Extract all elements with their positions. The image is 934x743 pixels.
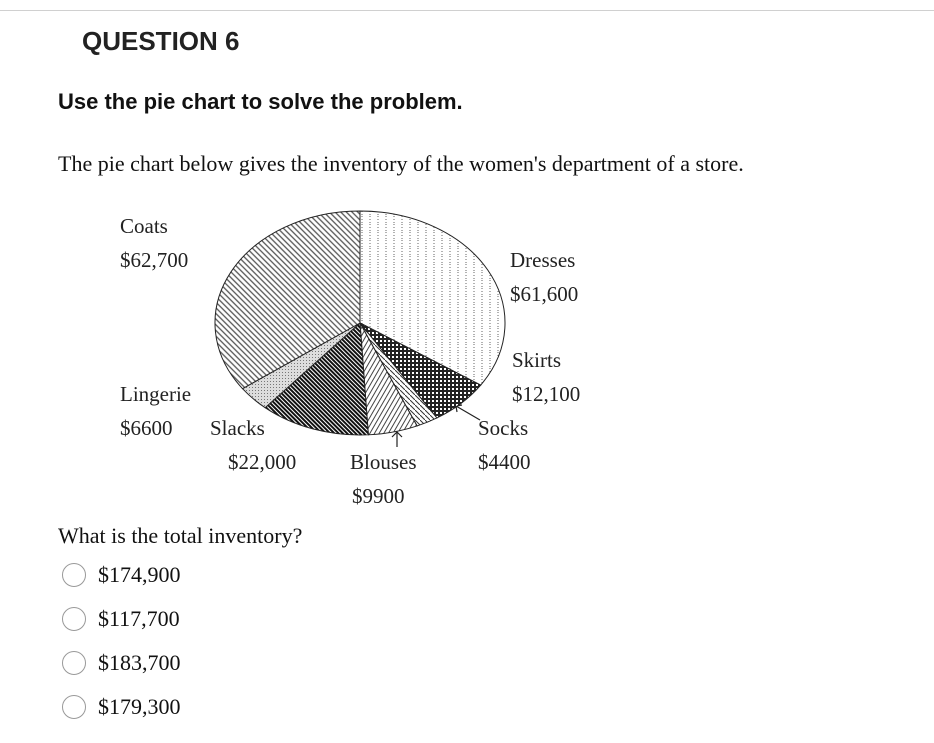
slice-label: Socks — [478, 416, 528, 440]
pie-slice — [264, 321, 369, 436]
option-text: $174,900 — [98, 562, 181, 587]
answer-option[interactable]: $174,900 — [62, 560, 181, 590]
question-number: QUESTION 6 — [82, 26, 240, 56]
pie-chart: Dresses $61,600 Skirts $12,100 Socks $4400 Blo… — [120, 210, 580, 508]
option-text: $117,700 — [98, 606, 180, 631]
option-text: $179,300 — [98, 694, 181, 719]
answer-option[interactable]: $183,700 — [62, 648, 181, 678]
slice-value-label: $12,100 — [512, 382, 580, 406]
slice-label: Skirts — [512, 348, 561, 372]
answer-option[interactable]: $117,700 — [62, 604, 180, 634]
slice-label: Coats — [120, 214, 168, 238]
slice-label: Lingerie — [120, 382, 191, 406]
answer-option[interactable]: $179,300 — [62, 692, 181, 722]
slice-value-label: $62,700 — [120, 248, 188, 272]
option-text: $183,700 — [98, 650, 181, 675]
radio-button[interactable] — [62, 563, 86, 587]
radio-button[interactable] — [62, 607, 86, 631]
radio-button[interactable] — [62, 695, 86, 719]
slice-label: Slacks — [210, 416, 265, 440]
pie-slice — [214, 210, 361, 390]
slice-value-label: $4400 — [478, 450, 531, 474]
radio-button[interactable] — [62, 651, 86, 675]
prompt: The pie chart below gives the inventory … — [58, 151, 744, 176]
slice-label: Dresses — [510, 248, 575, 272]
slice-value-label: $61,600 — [510, 282, 578, 306]
arrow — [455, 405, 481, 421]
slice-label: Blouses — [350, 450, 417, 474]
instruction: Use the pie chart to solve the problem. — [58, 89, 463, 114]
arrow-head — [391, 431, 403, 438]
slice-value-label: $22,000 — [228, 450, 296, 474]
slice-value-label: $9900 — [352, 484, 405, 508]
divider — [0, 10, 934, 11]
slice-value-label: $6600 — [120, 416, 173, 440]
question-text: What is the total inventory? — [58, 523, 303, 548]
